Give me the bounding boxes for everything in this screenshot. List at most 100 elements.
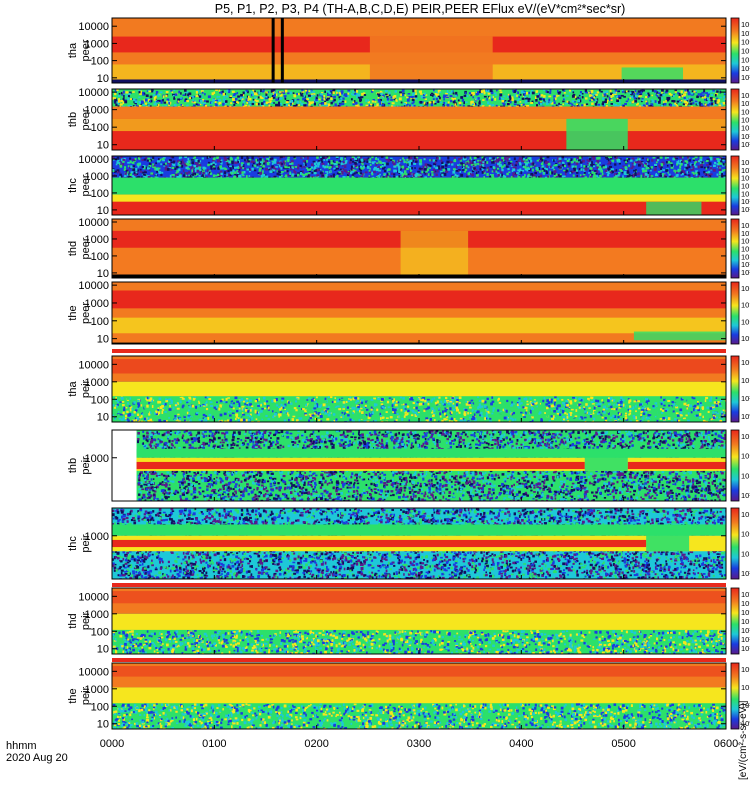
y-tick-label: 10000 xyxy=(78,666,109,678)
y-axis-label: thd xyxy=(67,241,79,256)
colorbar-tick-label: 10⁵ xyxy=(741,245,750,254)
y-axis-label: peir xyxy=(80,456,92,475)
colorbar-tick-label: 10⁸ xyxy=(741,221,750,230)
spectrogram-heatmap xyxy=(112,89,726,150)
colorbar-tick-label: 10⁴ xyxy=(741,189,750,198)
colorbar-tick-label: 10⁵ xyxy=(741,47,750,56)
spectrogram-heatmap xyxy=(112,430,726,501)
y-tick-label: 1000 xyxy=(85,105,109,117)
colorbar xyxy=(730,429,740,502)
colorbar-tick-label: 10¹ xyxy=(741,644,750,653)
x-tick-label: 0600 xyxy=(714,738,738,750)
spectrogram-heatmap xyxy=(112,588,726,654)
x-tick-label: 0400 xyxy=(509,738,533,750)
y-tick-label: 1000 xyxy=(85,298,109,310)
y-axis-label: peir xyxy=(80,686,92,705)
colorbar-tick-label: 10² xyxy=(741,205,750,214)
colorbar-tick-label: 10⁴ xyxy=(741,549,750,558)
y-axis-label: peer xyxy=(80,237,92,259)
y-tick-label: 1000 xyxy=(85,531,109,543)
spectrogram-heatmap xyxy=(112,156,726,215)
figure-title: P5, P1, P2, P3, P4 (TH-A,B,C,D,E) PEIR,P… xyxy=(215,2,626,16)
colorbar xyxy=(730,17,740,84)
date-label: 2020 Aug 20 xyxy=(6,752,68,764)
colorbar-tick-label: 10⁴ xyxy=(741,124,750,133)
colorbar-tick-label: 10⁸ xyxy=(741,284,750,293)
y-tick-label: 10000 xyxy=(78,217,109,229)
y-axis-label: thd xyxy=(67,613,79,628)
colorbar xyxy=(730,155,740,216)
y-axis-label: thc xyxy=(67,178,79,193)
y-tick-label: 1000 xyxy=(85,609,109,621)
colorbar-tick-label: 10⁸ xyxy=(741,91,750,100)
y-tick-label: 100 xyxy=(91,188,109,200)
y-tick-label: 10 xyxy=(97,268,109,280)
y-tick-label: 1000 xyxy=(85,684,109,696)
y-axis-label: peir xyxy=(80,611,92,630)
y-axis-label: tha xyxy=(67,380,79,396)
y-axis-label: peer xyxy=(80,174,92,196)
colorbar-tick-label: 10³ xyxy=(741,197,750,206)
y-tick-label: 10000 xyxy=(78,359,109,371)
colorbar-tick-label: 10² xyxy=(741,268,750,277)
colorbar-tick-label: 10³ xyxy=(741,64,750,73)
colorbar-tick-label: 10³ xyxy=(741,260,750,269)
colorbar-tick-label: 10² xyxy=(741,635,750,644)
y-axis-label: peer xyxy=(80,302,92,324)
colorbar xyxy=(730,587,740,655)
colorbar-tick-label: 10⁶ xyxy=(741,358,750,367)
colorbar-tick-label: 10⁶ xyxy=(741,530,750,539)
x-tick-label: 0200 xyxy=(304,738,328,750)
spectrogram-heatmap xyxy=(112,508,726,579)
colorbar-tick-label: 10⁸ xyxy=(741,510,750,519)
y-tick-label: 10 xyxy=(97,205,109,217)
y-tick-label: 10000 xyxy=(78,21,109,33)
y-axis-label: the xyxy=(67,688,79,703)
y-tick-label: 10000 xyxy=(78,591,109,603)
colorbar-tick-label: 10⁶ xyxy=(741,237,750,246)
x-tick-label: 0300 xyxy=(407,738,431,750)
y-axis-label: tha xyxy=(67,42,79,58)
colorbar-units-label: [eV/(cm²-s-sr-eV)] xyxy=(738,700,749,780)
y-tick-label: 1000 xyxy=(85,171,109,183)
colorbar xyxy=(730,218,740,279)
colorbar xyxy=(730,507,740,580)
colorbar-tick-label: 10³ xyxy=(741,132,750,141)
x-unit-label: hhmm xyxy=(6,740,37,752)
panel-separator xyxy=(112,349,726,353)
colorbar-tick-label: 10⁷ xyxy=(741,29,750,38)
colorbar-tick-label: 10⁵ xyxy=(741,182,750,191)
colorbar xyxy=(730,355,740,423)
spectrogram-heatmap xyxy=(112,282,726,344)
y-axis-label: thb xyxy=(67,112,79,127)
x-tick-label: 0100 xyxy=(202,738,226,750)
colorbar-tick-label: 10⁴ xyxy=(741,252,750,261)
spectrogram-heatmap xyxy=(112,18,726,83)
y-tick-label: 10 xyxy=(97,140,109,152)
colorbar xyxy=(730,88,740,151)
colorbar-tick-label: 10⁶ xyxy=(741,107,750,116)
y-tick-label: 100 xyxy=(91,701,109,713)
colorbar-tick-label: 10⁵ xyxy=(741,116,750,125)
colorbar-tick-label: 10² xyxy=(741,394,750,403)
y-tick-label: 100 xyxy=(91,316,109,328)
colorbar-tick-label: 10² xyxy=(741,73,750,82)
panel-gap xyxy=(112,151,726,155)
y-tick-label: 1000 xyxy=(85,377,109,389)
y-axis-label: the xyxy=(67,305,79,320)
colorbar-tick-label: 10² xyxy=(741,491,750,500)
panel-separator xyxy=(112,658,726,662)
spectrogram-heatmap xyxy=(112,663,726,729)
y-tick-label: 1000 xyxy=(85,453,109,465)
colorbar-tick-label: 10⁶ xyxy=(741,174,750,183)
colorbar-tick-label: 10⁵ xyxy=(741,334,750,343)
y-tick-label: 100 xyxy=(91,251,109,263)
y-tick-label: 1000 xyxy=(85,38,109,50)
colorbar-tick-label: 10⁰ xyxy=(741,719,750,728)
